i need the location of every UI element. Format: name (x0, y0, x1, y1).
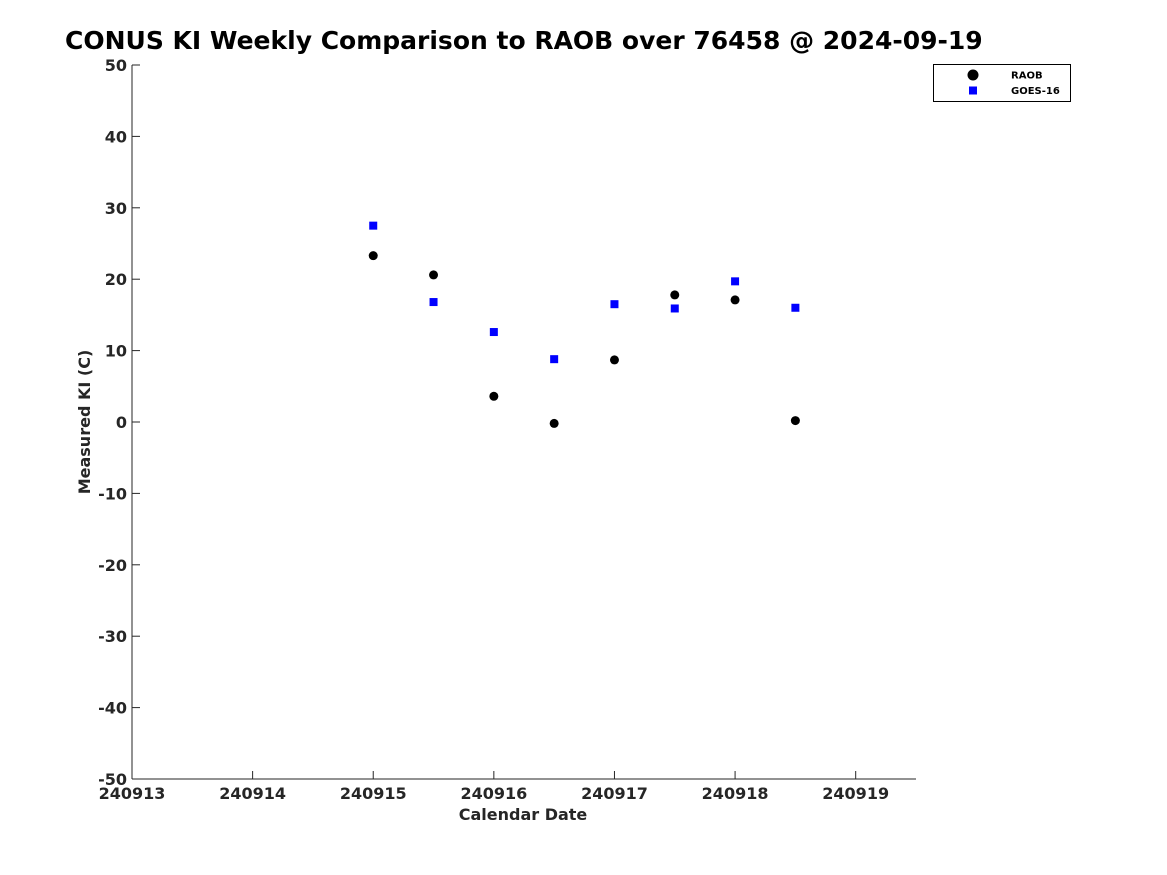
legend-label-raob: RAOB (1011, 71, 1043, 82)
x-tick-label: 240916 (460, 784, 527, 803)
x-tick-label: 240919 (822, 784, 889, 803)
series-raob (368, 251, 800, 428)
x-tick-label: 240915 (340, 784, 407, 803)
data-point-goes-16 (369, 221, 378, 230)
data-point-goes-16 (429, 298, 438, 307)
x-tick-label: 240917 (581, 784, 648, 803)
y-tick-label: 10 (105, 342, 127, 361)
y-tick-label: -10 (98, 484, 127, 503)
legend-marker-raob (967, 69, 979, 81)
x-tick-label: 240913 (99, 784, 166, 803)
data-point-goes-16 (791, 303, 800, 312)
y-axis-label: Measured KI (C) (75, 350, 94, 495)
y-tick-label: 50 (105, 56, 127, 75)
data-point-goes-16 (610, 300, 619, 309)
y-tick-label: -40 (98, 699, 127, 718)
y-tick-label: -30 (98, 627, 127, 646)
y-tick-label: 0 (116, 413, 127, 432)
data-point-raob (670, 290, 680, 300)
data-marks (368, 221, 800, 428)
data-point-raob (730, 295, 740, 305)
data-point-raob (368, 251, 378, 261)
chart-title: CONUS KI Weekly Comparison to RAOB over … (65, 26, 983, 55)
x-axis-label: Calendar Date (459, 805, 588, 824)
data-point-raob (549, 418, 559, 428)
data-point-raob (790, 416, 800, 426)
data-point-goes-16 (550, 355, 559, 364)
y-tick-label: 20 (105, 270, 127, 289)
data-point-raob (609, 355, 619, 365)
y-tick-label: 40 (105, 127, 127, 146)
data-point-raob (489, 391, 499, 401)
y-tick-label: -50 (98, 770, 127, 789)
legend-box (933, 64, 1071, 102)
data-point-raob (429, 270, 439, 280)
x-tick-label: 240914 (219, 784, 286, 803)
y-tick-label: -20 (98, 556, 127, 575)
y-tick-label: 30 (105, 199, 127, 218)
data-point-goes-16 (731, 277, 740, 286)
legend-label-goes-16: GOES-16 (1011, 86, 1060, 97)
x-tick-label: 240918 (702, 784, 769, 803)
data-point-goes-16 (489, 328, 498, 337)
legend-marker-goes-16 (969, 86, 977, 95)
series-goes-16 (369, 221, 800, 364)
data-point-goes-16 (670, 304, 679, 313)
legend: RAOB GOES-16 (933, 64, 1071, 102)
